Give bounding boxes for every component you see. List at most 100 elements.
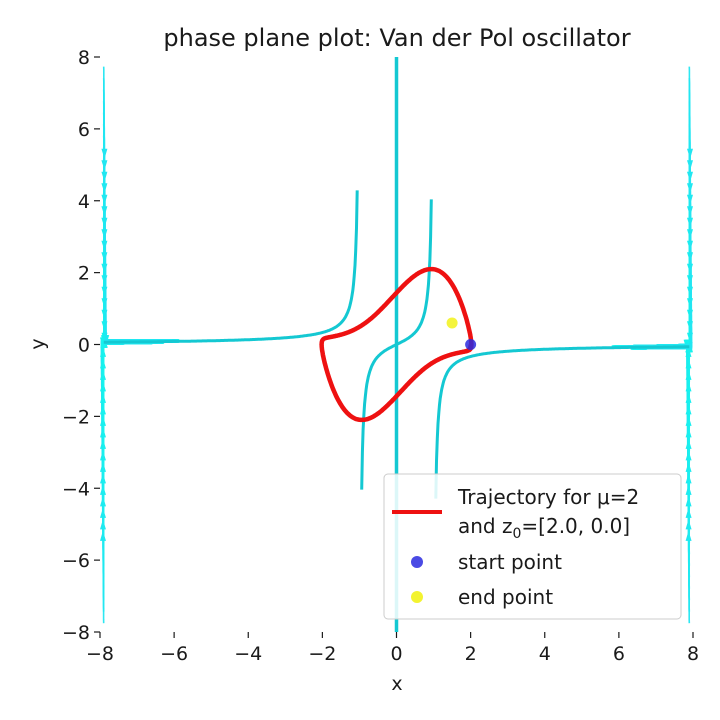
streamline — [100, 339, 142, 589]
streamline — [102, 285, 149, 344]
streamline — [100, 339, 141, 624]
y-tick-label: −6 — [62, 550, 90, 572]
streamline-arrow — [101, 148, 108, 159]
streamline — [101, 340, 157, 532]
y-nullcline-curve — [434, 345, 690, 499]
streamline — [102, 227, 164, 345]
streamline — [101, 339, 170, 578]
streamline — [630, 345, 691, 371]
y-tick-label: −8 — [62, 622, 90, 644]
streamline — [643, 344, 691, 428]
streamline — [102, 340, 160, 463]
streamline — [102, 181, 149, 344]
streamline — [100, 339, 168, 612]
streamline — [102, 158, 163, 345]
streamline — [644, 344, 691, 463]
marker-layer — [446, 317, 477, 350]
trajectory-line — [319, 266, 474, 423]
streamline — [101, 339, 174, 474]
streamline — [612, 343, 691, 451]
streamline — [102, 339, 177, 405]
chart-title: phase plane plot: Van der Pol oscillator — [163, 24, 630, 52]
legend-end-label: end point — [458, 585, 553, 609]
streamline — [634, 239, 691, 350]
x-tick-label: −2 — [308, 643, 336, 665]
streamline — [647, 227, 691, 349]
streamline-arrow — [687, 148, 693, 159]
x-tick-label: 8 — [687, 643, 699, 665]
streamline — [102, 135, 177, 343]
streamline — [102, 101, 176, 343]
x-tick-label: −6 — [160, 643, 188, 665]
legend-trajectory-label-line2: and z0=[2.0, 0.0] — [458, 514, 630, 542]
streamline — [102, 170, 177, 343]
x-tick-label: 4 — [539, 643, 551, 665]
streamline — [616, 250, 691, 349]
trajectory-layer — [319, 266, 474, 423]
streamline — [102, 262, 164, 345]
legend-start-swatch — [411, 556, 423, 568]
streamline — [100, 340, 154, 601]
streamline — [635, 204, 692, 350]
streamline — [630, 345, 691, 405]
y-tick-label: −4 — [62, 478, 90, 500]
streamline — [102, 239, 178, 343]
streamline — [101, 339, 173, 509]
y-axis-label: y — [27, 338, 49, 349]
streamline — [102, 66, 176, 343]
y-tick-label: 8 — [78, 47, 90, 69]
streamline — [101, 339, 146, 451]
streamline — [631, 345, 691, 440]
streamline — [651, 89, 693, 349]
x-tick-label: 6 — [613, 643, 625, 665]
streamline — [646, 262, 691, 349]
streamline — [102, 204, 178, 343]
streamline — [102, 216, 149, 344]
x-tick-label: 0 — [390, 643, 402, 665]
streamline — [102, 339, 148, 382]
streamline — [102, 339, 147, 417]
streamline — [102, 147, 149, 344]
streamline — [638, 135, 692, 350]
y-tick-label: 0 — [78, 335, 90, 357]
streamline — [613, 343, 691, 486]
streamline — [640, 66, 693, 350]
end-point-marker — [446, 317, 458, 329]
streamline — [633, 273, 691, 350]
streamline — [650, 124, 692, 349]
streamline — [631, 345, 691, 474]
streamline — [101, 339, 171, 543]
y-nullcline-curve — [103, 190, 359, 344]
streamline — [620, 147, 692, 349]
streamline — [622, 112, 692, 349]
y-tick-label: 6 — [78, 119, 90, 141]
streamline — [617, 216, 692, 349]
streamline — [102, 340, 162, 394]
streamline — [102, 78, 148, 344]
streamline — [102, 89, 162, 345]
streamline — [102, 273, 179, 343]
x-tick-label: 2 — [465, 643, 477, 665]
streamline — [101, 339, 145, 486]
streamline — [102, 112, 149, 344]
streamline — [102, 340, 161, 428]
streamline — [102, 308, 179, 343]
y-tick-label: 2 — [78, 263, 90, 285]
streamline — [102, 339, 176, 440]
streamline — [612, 343, 691, 417]
streamline — [645, 296, 691, 349]
streamline — [101, 339, 143, 555]
streamline — [614, 285, 691, 349]
streamline — [623, 78, 693, 349]
x-tick-label: −8 — [86, 643, 114, 665]
streamline — [639, 101, 693, 350]
legend: Trajectory for μ=2 and z0=[2.0, 0.0] sta… — [383, 473, 682, 620]
axes-layer: −8 −6 −4 −2 0 2 4 6 8 −8 −6 −4 −2 0 2 4 6 8 — [62, 47, 699, 665]
y-tick-label: −2 — [62, 406, 90, 428]
y-tick-label: 4 — [78, 191, 90, 213]
streamline — [101, 340, 156, 566]
y-nullcline-curve — [360, 199, 433, 490]
legend-end-swatch — [411, 591, 423, 603]
x-tick-label: −4 — [234, 643, 262, 665]
